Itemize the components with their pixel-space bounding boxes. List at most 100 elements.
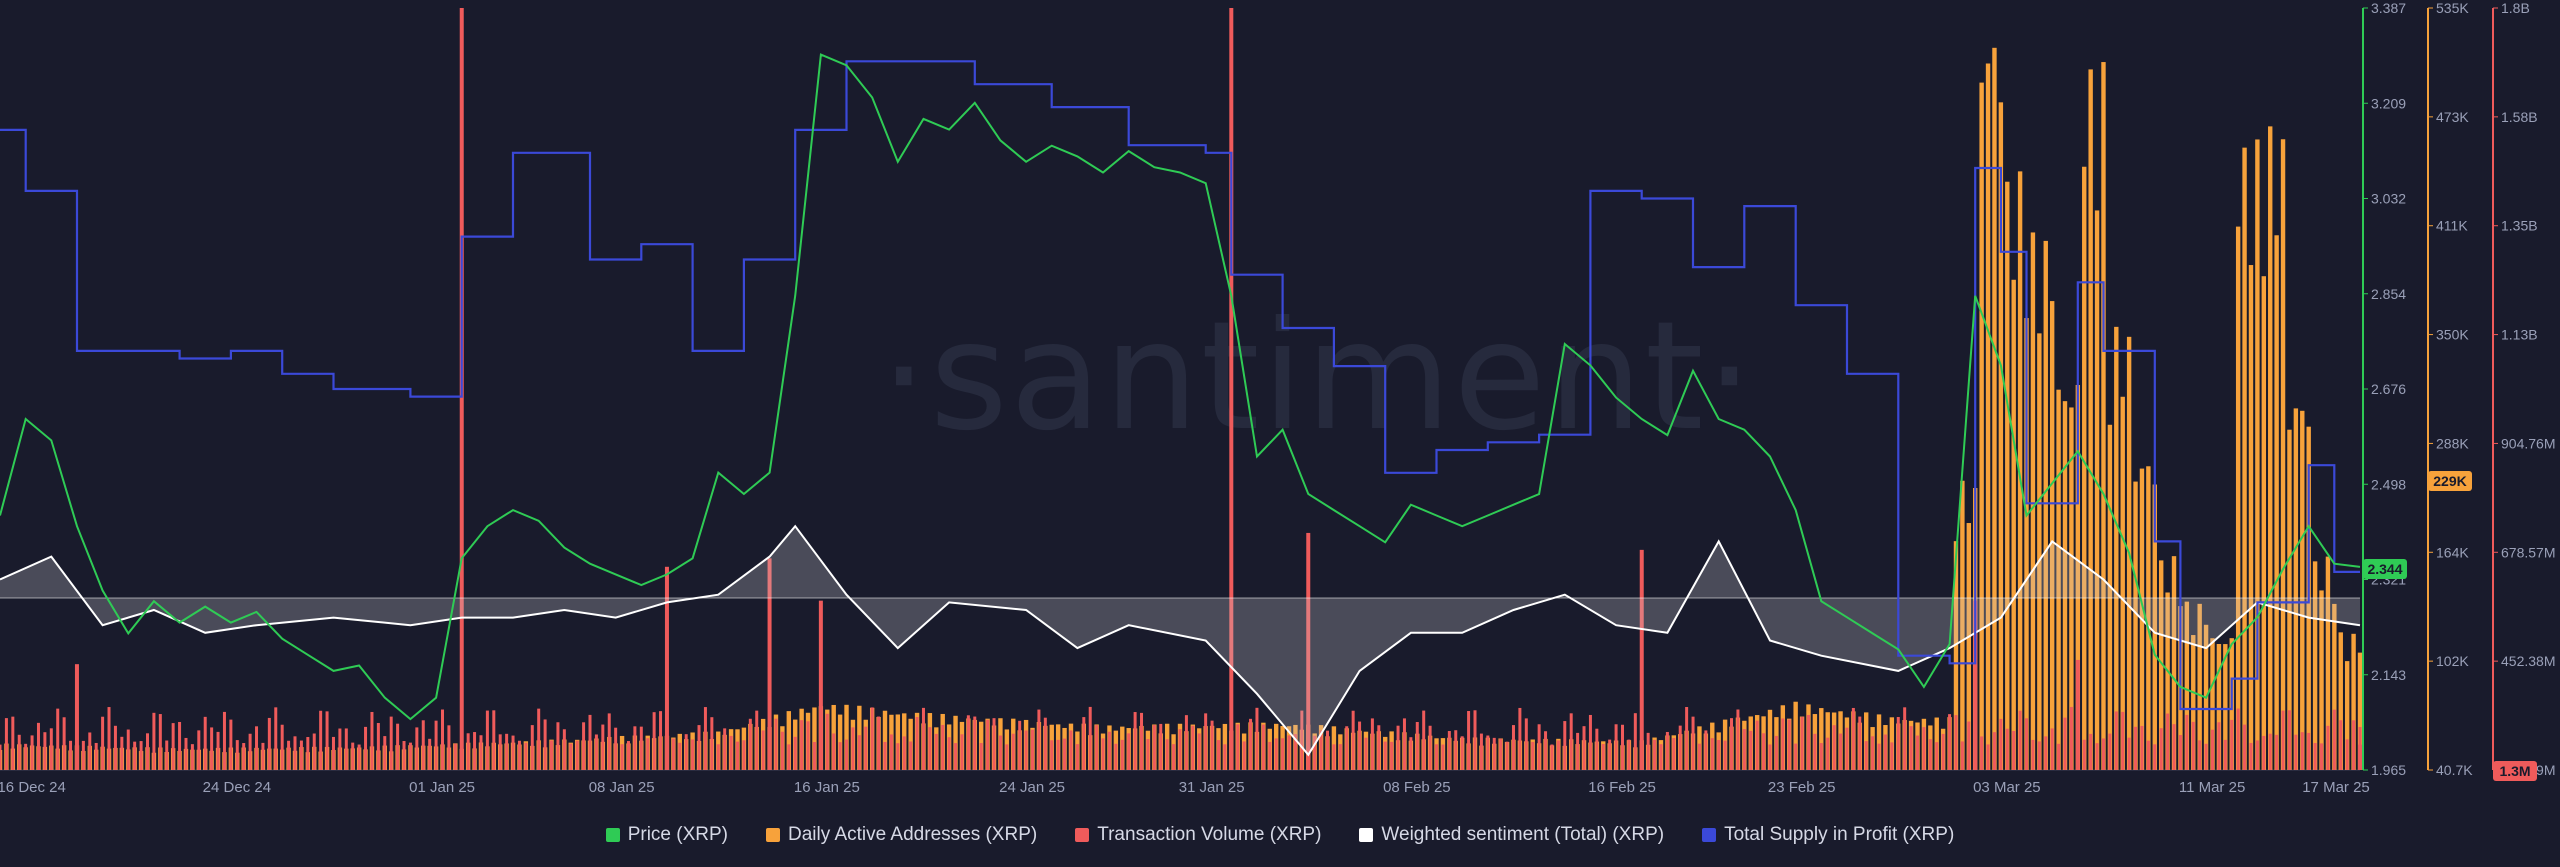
legend-item[interactable]: Total Supply in Profit (XRP) (1702, 824, 1954, 846)
daa-bar (2191, 635, 2196, 770)
volume-bar (973, 716, 977, 770)
volume-bar (2069, 706, 2073, 770)
volume-bar (1954, 715, 1958, 770)
volume-bar (1435, 744, 1439, 770)
volume-spike-bar (1639, 549, 1644, 770)
volume-bar (1524, 718, 1528, 770)
volume-bar (1614, 724, 1618, 770)
volume-bar (1172, 744, 1176, 770)
volume-bar (1877, 743, 1881, 770)
volume-bar (344, 728, 348, 770)
volume-spike-bar (1306, 532, 1311, 770)
volume-bar (2018, 710, 2022, 770)
legend-swatch (1702, 828, 1717, 842)
volume-bar (428, 738, 432, 770)
volume-bar (832, 733, 836, 770)
volume-bar (62, 717, 66, 770)
volume-bar (1499, 738, 1503, 770)
daa-bar (2056, 389, 2061, 770)
daa-bar (1985, 63, 1991, 770)
volume-bar (146, 733, 149, 770)
volume-bar (1056, 739, 1060, 770)
volume-bar (1717, 740, 1721, 770)
volume-bar (421, 720, 425, 770)
santiment-watermark: ·santiment· (880, 290, 1756, 464)
volume-bar (434, 720, 438, 770)
volume-bar (1922, 727, 1926, 770)
volume-bar (242, 743, 246, 770)
volume-bar (1896, 717, 1900, 770)
volume-bar (473, 732, 477, 770)
volume-bar (556, 722, 560, 770)
volume-bar (1441, 744, 1445, 770)
volume-bar (17, 734, 21, 770)
volume-bar (178, 721, 182, 770)
volume-bar (703, 707, 707, 770)
daa-bar (2017, 171, 2023, 770)
volume-bar (562, 729, 566, 770)
daa-axis-value-badge (2428, 471, 2472, 491)
volume-bar (787, 744, 791, 770)
volume-bar (1454, 730, 1458, 770)
daa-bar (2197, 603, 2202, 770)
volume-bar (671, 738, 675, 770)
volume-bar (678, 742, 682, 770)
volume-axis-tick-label: 1.8B (2501, 0, 2530, 16)
volume-bar (2300, 732, 2304, 770)
volume-bar (761, 730, 765, 770)
volume-bar (492, 710, 496, 770)
volume-bar (755, 710, 759, 770)
volume-bar (126, 729, 130, 770)
volume-bar (1845, 727, 1849, 770)
volume-bar (1018, 720, 1022, 770)
daa-bar (1979, 82, 1984, 771)
daa-bar (2223, 644, 2228, 770)
volume-bar (338, 728, 342, 770)
legend-item[interactable]: Weighted sentiment (Total) (XRP) (1359, 824, 1664, 846)
volume-bar (56, 708, 60, 770)
daa-axis-tick-label: 40.7K (2436, 762, 2473, 778)
legend-item[interactable]: Daily Active Addresses (XRP) (766, 824, 1037, 846)
volume-bar (1916, 735, 1919, 770)
volume-bar (267, 717, 271, 770)
daa-bar (882, 710, 888, 770)
volume-bar (954, 743, 958, 770)
volume-spike-bar (2075, 659, 2080, 770)
volume-bar (934, 733, 938, 770)
volume-bar (537, 708, 541, 770)
volume-bar (1588, 714, 1592, 770)
daa-bar (1953, 541, 1959, 770)
volume-bar (588, 714, 592, 770)
volume-bar (2031, 739, 2035, 770)
legend-item[interactable]: Price (XRP) (605, 824, 728, 846)
daa-bar (1767, 709, 1773, 770)
volume-bar (2140, 725, 2144, 770)
volume-bar (1011, 733, 1015, 770)
volume-bar (165, 740, 169, 770)
volume-bar (1755, 720, 1759, 770)
volume-bar (1723, 740, 1727, 770)
volume-bar (1447, 731, 1451, 770)
daa-bar (2171, 556, 2177, 770)
daa-bar (2133, 481, 2138, 770)
volume-bar (857, 735, 861, 770)
volume-bar (1518, 707, 1522, 770)
volume-bar (723, 728, 727, 770)
volume-bar (1479, 733, 1483, 770)
daa-bar (1876, 714, 1882, 770)
legend-item[interactable]: Transaction Volume (XRP) (1075, 824, 1321, 846)
volume-bar (1608, 739, 1612, 770)
volume-bar (1031, 729, 1034, 770)
volume-bar (2307, 732, 2311, 770)
price-axis-tick-label: 1.965 (2371, 762, 2406, 778)
daa-bar (2082, 166, 2087, 770)
volume-bar (1839, 733, 1843, 770)
volume-bar (2217, 722, 2221, 770)
supply-in-profit-line (0, 60, 2360, 711)
legend-label: Daily Active Addresses (XRP) (788, 824, 1038, 845)
volume-spike-bar (74, 664, 79, 770)
volume-bar (113, 725, 117, 770)
volume-bar (222, 711, 226, 770)
volume-bar (1659, 744, 1663, 770)
daa-bar (2069, 407, 2074, 770)
